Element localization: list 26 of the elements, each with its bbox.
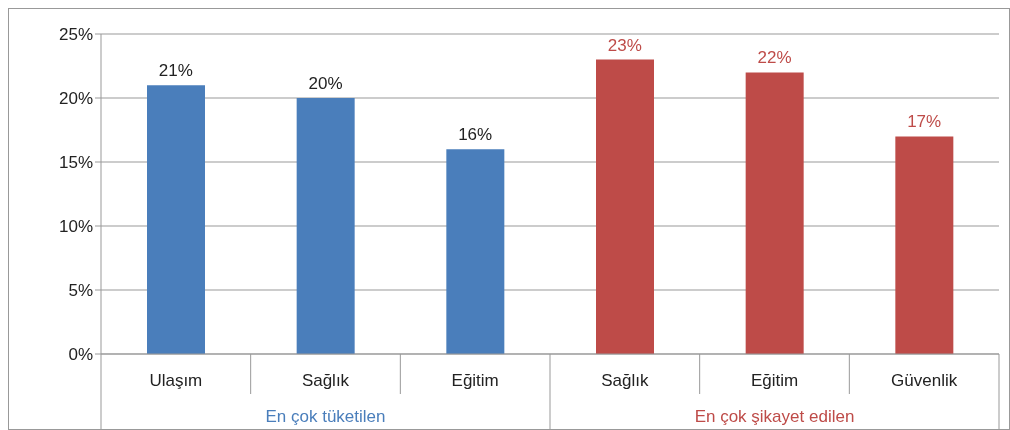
data-label: 20% (308, 74, 343, 93)
x-tick-label: Eğitim (750, 371, 799, 391)
y-tick-label: 25% (58, 25, 93, 45)
x-tick-label: Ulaşım (149, 371, 203, 391)
y-tick-label: 5% (68, 281, 93, 301)
bar (596, 59, 654, 354)
y-tick-label: 15% (58, 153, 93, 173)
bar (147, 85, 205, 354)
bar (296, 98, 355, 354)
text: En çok tüketilen (265, 407, 386, 426)
text: En çok şikayet edilen (694, 407, 855, 426)
bar (446, 149, 505, 354)
data-label: 17% (907, 112, 942, 132)
bar (895, 136, 954, 354)
y-tick-label: 0% (68, 345, 93, 365)
data-label: 21% (158, 61, 193, 81)
data-label: 16% (458, 125, 493, 145)
x-tick-label: Sağlık (301, 371, 350, 391)
x-tick-label: Sağlık (601, 371, 649, 391)
x-tick-label: Güvenlik (891, 371, 958, 391)
data-label: 22% (757, 48, 792, 68)
y-tick-label: 20% (58, 89, 93, 109)
x-tick-label: Eğitim (451, 371, 499, 391)
bar (745, 72, 804, 354)
y-tick-label: 10% (58, 217, 93, 237)
data-label: 23% (607, 35, 642, 55)
